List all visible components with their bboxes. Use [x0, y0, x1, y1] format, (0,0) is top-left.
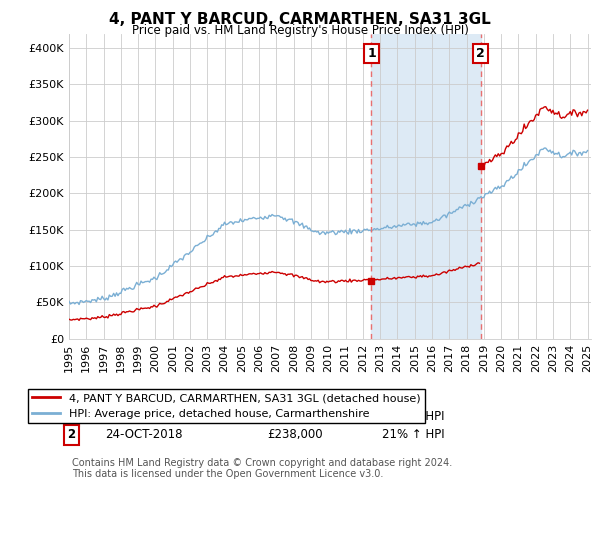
Text: 21% ↑ HPI: 21% ↑ HPI	[382, 428, 445, 441]
Text: £80,000: £80,000	[268, 410, 316, 423]
Legend: 4, PANT Y BARCUD, CARMARTHEN, SA31 3GL (detached house), HPI: Average price, det: 4, PANT Y BARCUD, CARMARTHEN, SA31 3GL (…	[28, 389, 425, 423]
Text: 24-OCT-2018: 24-OCT-2018	[106, 428, 183, 441]
Text: 1: 1	[367, 47, 376, 60]
Text: £238,000: £238,000	[268, 428, 323, 441]
Text: Price paid vs. HM Land Registry's House Price Index (HPI): Price paid vs. HM Land Registry's House …	[131, 24, 469, 36]
Text: Contains HM Land Registry data © Crown copyright and database right 2024.
This d: Contains HM Land Registry data © Crown c…	[71, 458, 452, 479]
Text: 29-JUN-2012: 29-JUN-2012	[106, 410, 181, 423]
Text: 2: 2	[476, 47, 485, 60]
Text: 2: 2	[68, 428, 76, 441]
Text: 4, PANT Y BARCUD, CARMARTHEN, SA31 3GL: 4, PANT Y BARCUD, CARMARTHEN, SA31 3GL	[109, 12, 491, 27]
Text: 51% ↓ HPI: 51% ↓ HPI	[382, 410, 445, 423]
Bar	[371, 34, 481, 339]
Text: 1: 1	[68, 410, 76, 423]
